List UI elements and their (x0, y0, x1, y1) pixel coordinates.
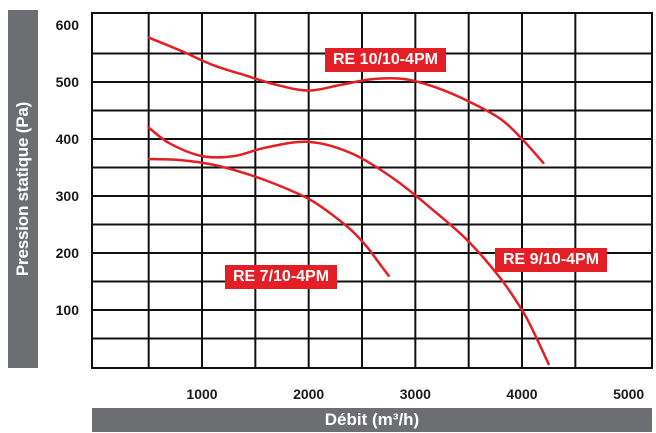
fan-curves (147, 36, 550, 366)
y-tick-label: 300 (56, 188, 80, 204)
y-tick-label: 100 (56, 302, 80, 318)
x-tick-label: 3000 (400, 386, 431, 402)
series-label-re-10: RE 10/10-4PM (325, 48, 446, 72)
y-tick-label: 400 (56, 131, 80, 147)
x-tick-label: 2000 (293, 386, 324, 402)
plot-frame (91, 12, 653, 369)
y-tick-label: 200 (56, 245, 80, 261)
series-line-1 (147, 36, 545, 165)
y-tick-labels: 100 200 300 400 500 600 (56, 17, 80, 318)
y-axis-title-bar (8, 10, 38, 368)
y-tick-label: 500 (56, 74, 80, 90)
series-label-re-9: RE 9/10-4PM (495, 248, 608, 272)
y-tick-label: 600 (56, 17, 80, 33)
x-axis-title: Débit (m³/h) (92, 408, 652, 432)
series-line-2 (147, 126, 550, 366)
x-tick-labels: 1000 2000 3000 4000 5000 (186, 386, 644, 402)
x-tick-label: 1000 (186, 386, 217, 402)
x-tick-label: 4000 (506, 386, 537, 402)
series-label-re-7: RE 7/10-4PM (225, 265, 338, 289)
x-tick-label: 5000 (613, 386, 644, 402)
series-line-3 (147, 157, 390, 278)
y-axis-title: Pression statique (Pa) (13, 101, 32, 277)
